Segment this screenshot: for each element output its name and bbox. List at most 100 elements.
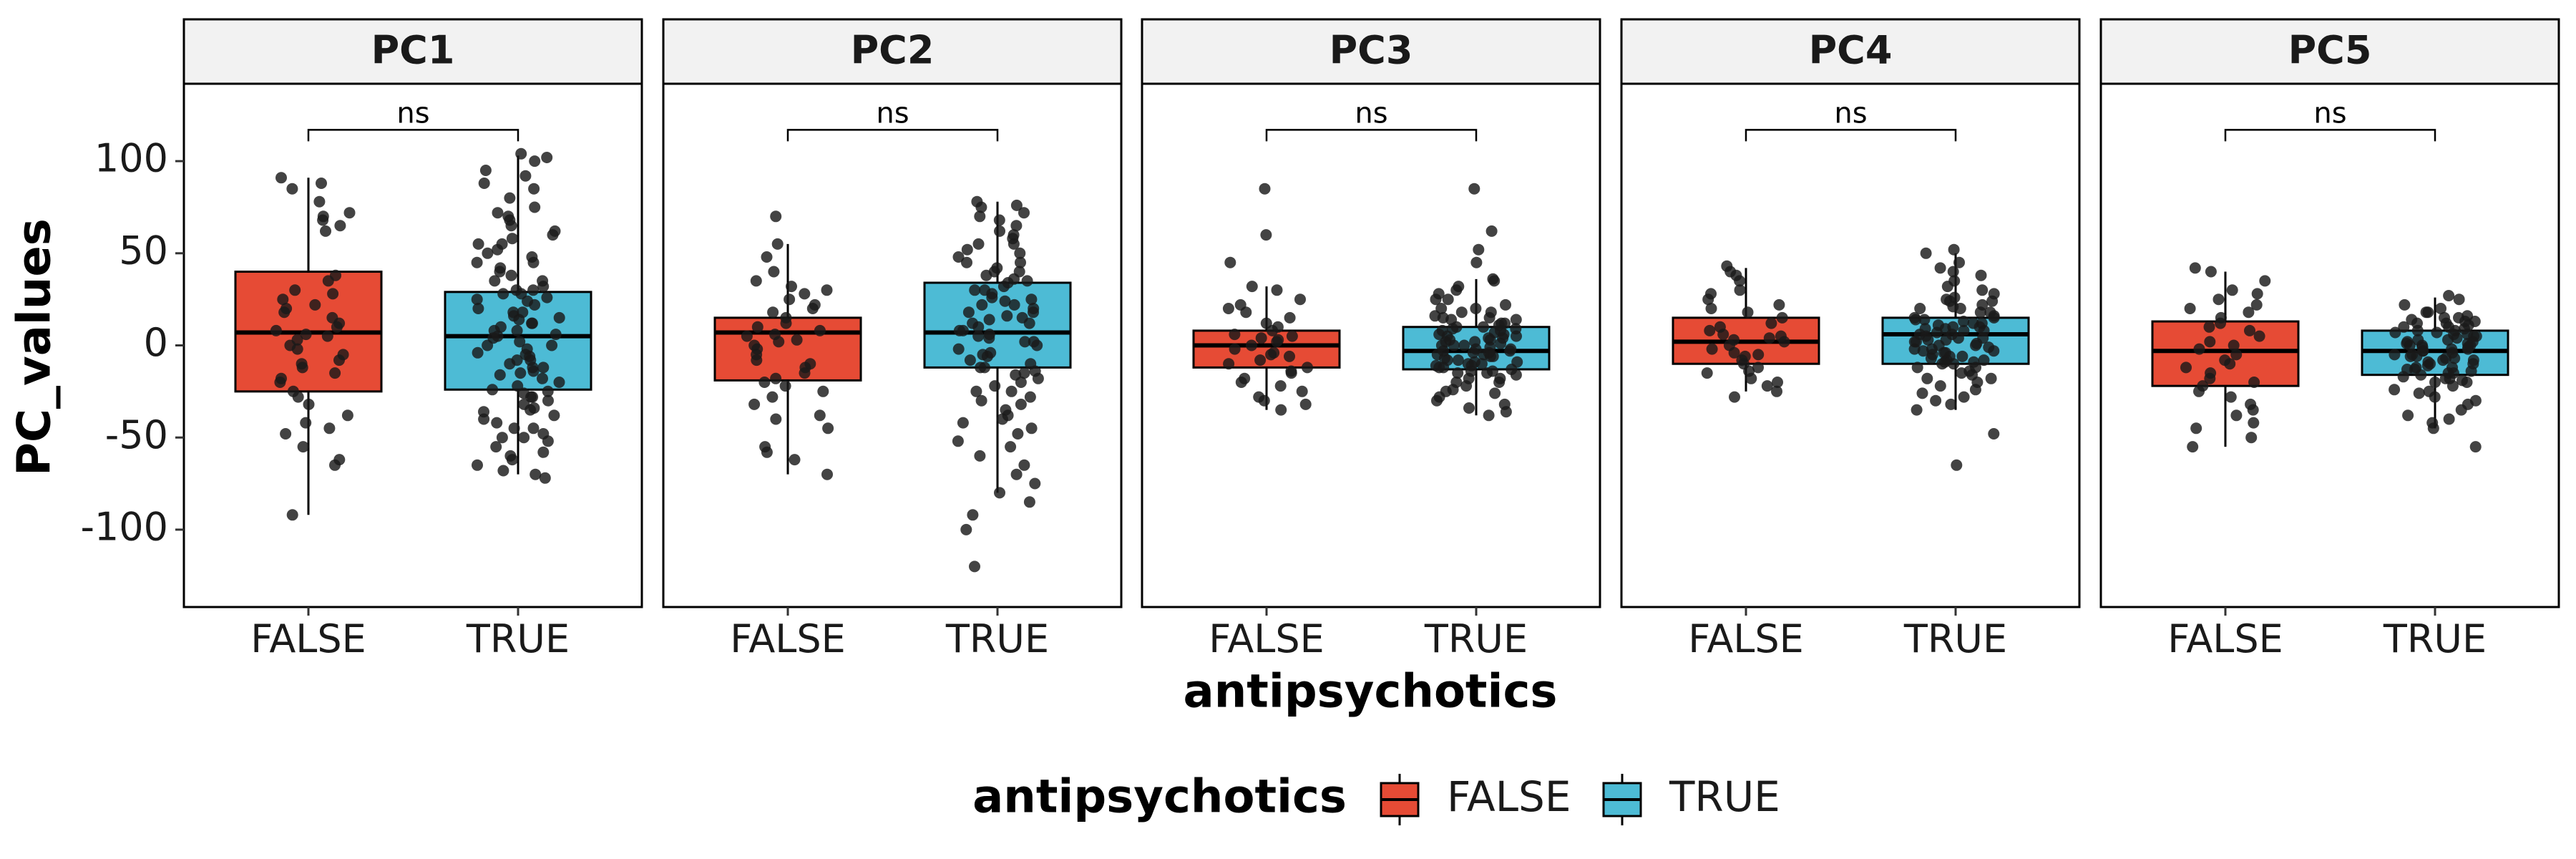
- data-point: [2453, 311, 2464, 324]
- data-point: [1463, 402, 1475, 414]
- data-point: [1013, 266, 1025, 278]
- group-false: [2151, 262, 2300, 453]
- data-point: [519, 349, 532, 361]
- data-point: [2420, 306, 2432, 319]
- data-point: [1010, 220, 1023, 232]
- data-point: [751, 354, 763, 367]
- data-point: [1948, 358, 1960, 370]
- data-point: [975, 201, 987, 213]
- data-point: [961, 256, 972, 268]
- data-point: [2469, 441, 2482, 453]
- data-point: [2212, 293, 2225, 306]
- data-point: [2230, 409, 2243, 422]
- data-point: [343, 207, 356, 219]
- data-point: [478, 178, 490, 189]
- panel-pc5: PC5 ns FALSE TRUE: [2099, 18, 2560, 661]
- data-point: [996, 413, 1008, 425]
- data-point: [537, 446, 550, 458]
- data-point: [323, 422, 336, 435]
- data-point: [2259, 275, 2271, 287]
- data-point: [766, 391, 779, 403]
- data-point: [1240, 306, 1252, 319]
- data-point: [2204, 372, 2216, 384]
- data-point: [296, 361, 308, 374]
- data-point: [515, 147, 527, 160]
- data-point: [511, 354, 523, 367]
- data-point: [983, 332, 995, 344]
- data-point: [537, 275, 549, 287]
- data-point: [1945, 398, 1957, 410]
- data-point: [976, 299, 988, 311]
- data-point: [1939, 323, 1951, 335]
- y-tick-label: 0: [144, 320, 168, 365]
- data-point: [768, 266, 780, 278]
- data-point: [2251, 288, 2263, 300]
- data-point: [2446, 361, 2458, 374]
- data-point: [1442, 293, 1454, 306]
- significance-label: ns: [876, 97, 909, 130]
- data-point: [2245, 432, 2258, 444]
- data-point: [2423, 385, 2435, 397]
- data-point: [974, 450, 986, 462]
- data-point: [1702, 293, 1714, 306]
- data-point: [821, 284, 833, 296]
- data-point: [1922, 334, 1934, 346]
- significance-bracket: [786, 129, 999, 142]
- facet-strip-label: PC1: [371, 28, 455, 73]
- significance-bracket: [1265, 129, 1478, 142]
- data-point: [1485, 225, 1498, 237]
- data-point: [2448, 329, 2460, 341]
- data-point: [329, 367, 341, 379]
- data-point: [1284, 350, 1295, 362]
- data-point: [1018, 367, 1030, 379]
- group-true: [1402, 183, 1551, 422]
- data-point: [2404, 350, 2416, 362]
- facet-strip-label: PC2: [851, 28, 935, 73]
- panel-pc4: PC4 ns FALSE TRUE: [1620, 18, 2081, 661]
- data-point: [492, 207, 504, 219]
- data-point: [1008, 299, 1020, 311]
- data-point: [2427, 422, 2439, 435]
- data-point: [1911, 404, 1923, 416]
- data-point: [529, 155, 541, 168]
- data-point: [472, 459, 483, 471]
- legend-item-true: TRUE: [1602, 772, 1780, 825]
- data-point: [2446, 380, 2459, 392]
- data-point: [1258, 394, 1270, 407]
- data-point: [478, 413, 490, 425]
- data-point: [1701, 367, 1713, 379]
- data-point: [508, 422, 520, 435]
- data-point: [297, 441, 309, 453]
- data-point: [980, 269, 992, 281]
- data-point: [506, 454, 518, 466]
- data-point: [322, 275, 334, 287]
- data-point: [541, 291, 553, 304]
- y-tick-label: -50: [105, 412, 168, 457]
- data-point: [1917, 345, 1929, 357]
- data-point: [275, 172, 287, 184]
- data-point: [2225, 391, 2237, 403]
- data-point: [2443, 413, 2455, 425]
- data-point: [789, 454, 801, 466]
- data-point: [1435, 303, 1448, 314]
- facet-panels: PC1 ns FALSE TRUE PC2 ns FALSE TRUE PC3 ns FALSE TR…: [182, 18, 2560, 661]
- data-point: [472, 346, 484, 359]
- data-point: [1488, 275, 1501, 287]
- data-point: [519, 170, 532, 182]
- data-point: [1260, 229, 1272, 241]
- data-point: [1246, 281, 1258, 293]
- data-point: [494, 266, 506, 278]
- data-point: [542, 435, 554, 447]
- data-point: [472, 303, 484, 314]
- data-point: [1970, 339, 1981, 351]
- data-point: [751, 321, 763, 333]
- data-point: [2443, 290, 2455, 301]
- data-point: [2431, 326, 2443, 339]
- data-point: [1032, 372, 1044, 384]
- panel-pc3: PC3 ns FALSE TRUE: [1141, 18, 1601, 661]
- data-point: [1235, 377, 1247, 388]
- data-point: [1450, 284, 1463, 296]
- data-point: [2446, 343, 2458, 355]
- legend-item-false: FALSE: [1380, 772, 1571, 825]
- data-point: [542, 394, 554, 407]
